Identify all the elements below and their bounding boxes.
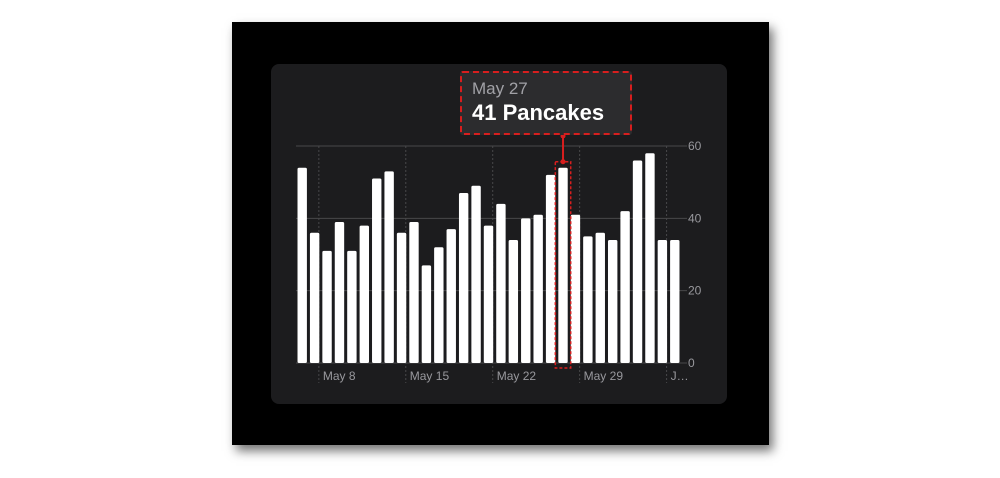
bar[interactable] [372,178,382,363]
bar[interactable] [421,265,432,363]
y-tick-label: 60 [688,139,702,153]
bar[interactable] [297,167,307,363]
connector-dot-bottom [560,159,566,165]
x-tick-label: J… [671,369,689,383]
x-tick-label: May 8 [323,369,356,383]
bar[interactable] [595,232,605,363]
y-tick-label: 20 [688,284,702,298]
bar[interactable] [446,229,456,363]
bar[interactable] [396,232,407,363]
bar[interactable] [521,218,531,363]
bar[interactable] [558,167,568,363]
x-tick-label: May 15 [410,369,450,383]
bar[interactable] [533,214,543,363]
bar[interactable] [309,232,320,363]
bar[interactable] [632,160,643,363]
bar[interactable] [359,225,370,363]
bar[interactable] [384,171,394,363]
y-tick-label: 0 [688,356,695,370]
bar[interactable] [496,203,506,363]
tooltip-date: May 27 [472,79,528,98]
tooltip-value: 41 Pancakes [472,100,605,125]
bar[interactable] [458,193,469,363]
bar[interactable] [545,174,556,363]
bar[interactable] [334,221,345,363]
bar[interactable] [434,247,444,363]
x-tick-label: May 22 [497,369,537,383]
y-tick-label: 40 [688,211,702,225]
bar[interactable] [409,221,419,363]
bar[interactable] [657,240,668,363]
x-tick-label: May 29 [584,369,624,383]
bar[interactable] [471,185,481,363]
bar[interactable] [347,250,357,363]
bar[interactable] [645,153,655,363]
bar[interactable] [570,214,581,363]
selection-tooltip: May 27 41 Pancakes [460,71,632,135]
bar[interactable] [483,225,494,363]
bar[interactable] [620,211,630,363]
bar[interactable] [322,250,332,363]
bar[interactable] [607,240,618,363]
bar[interactable] [583,236,593,363]
bar[interactable] [670,240,680,363]
bar[interactable] [508,240,519,363]
